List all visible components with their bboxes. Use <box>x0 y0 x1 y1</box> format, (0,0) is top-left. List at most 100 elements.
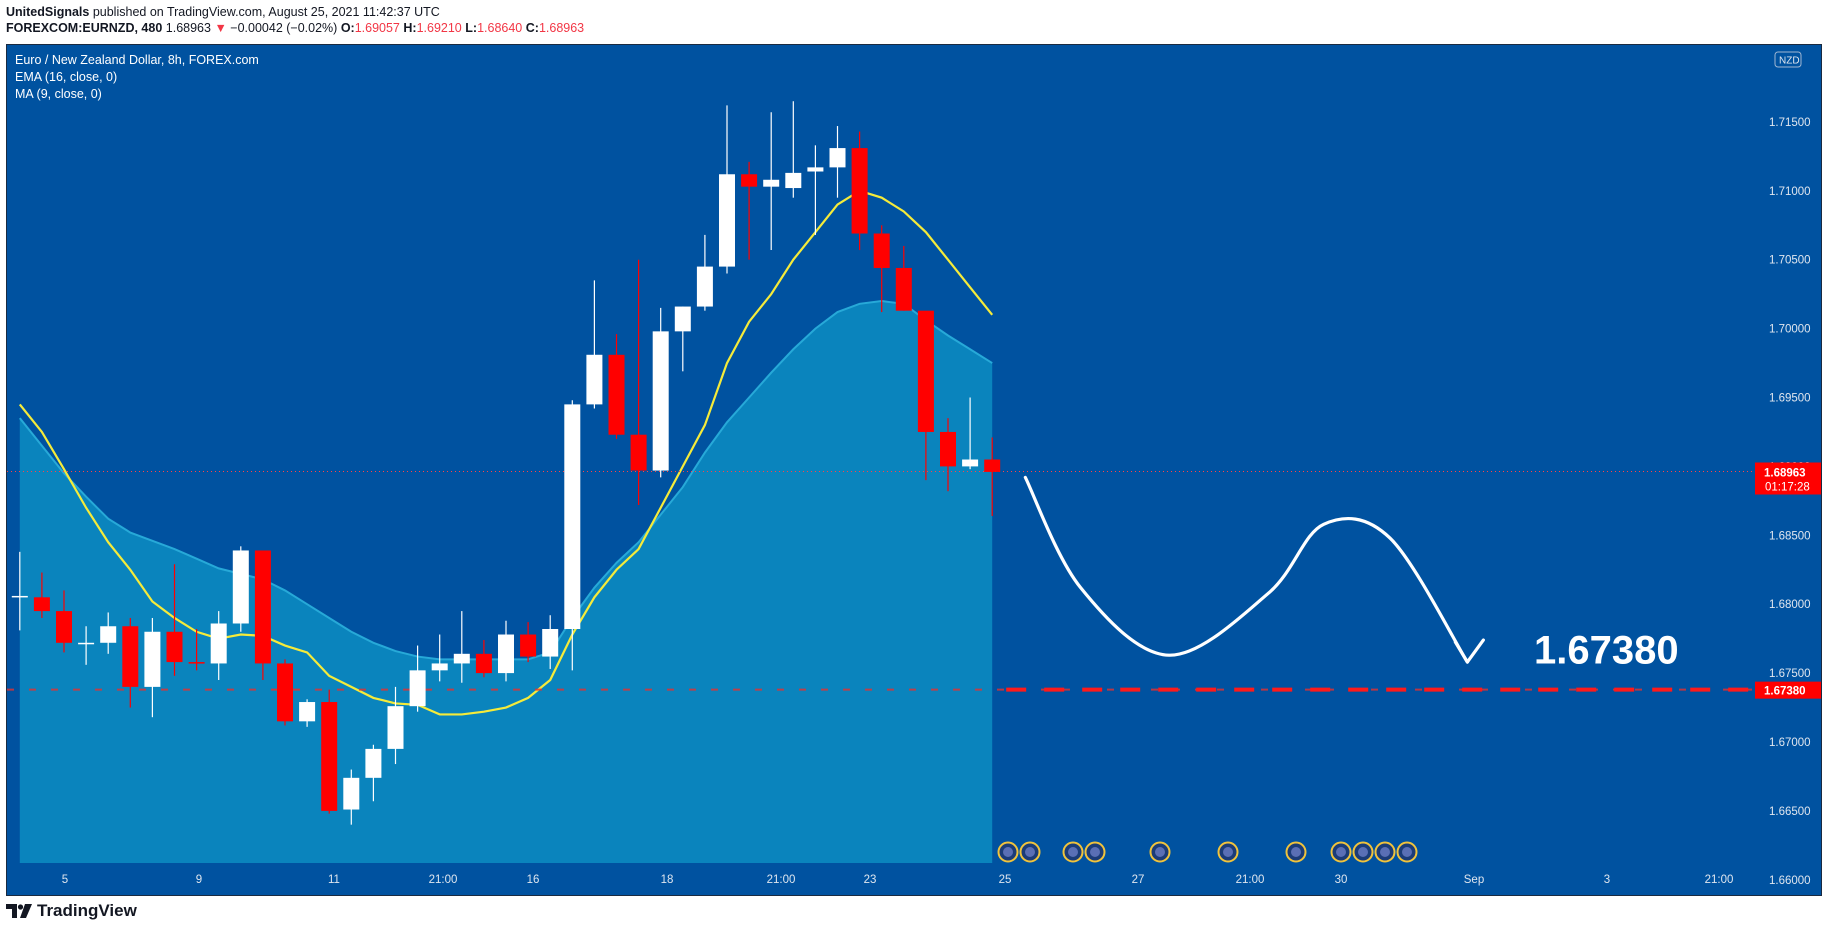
candle-body <box>984 459 1001 472</box>
candle <box>940 418 956 492</box>
candle <box>873 225 890 313</box>
ohlc-bar: FOREXCOM:EURNZD, 480 1.68963 ▼ −0.00042 … <box>6 21 584 35</box>
x-tick-label: 11 <box>328 874 340 886</box>
x-tick-label: Sep <box>1464 874 1484 886</box>
legend-ma[interactable]: MA (9, close, 0) <box>15 87 102 101</box>
last-price: 1.68963 <box>165 21 211 35</box>
event-marker-dot <box>1003 847 1013 857</box>
candle <box>122 617 139 708</box>
x-tick-label: 9 <box>196 874 202 886</box>
event-marker-dot <box>1358 847 1368 857</box>
candle-body <box>785 172 802 189</box>
x-tick-label: 25 <box>999 874 1012 886</box>
candle <box>431 634 448 682</box>
candle-body <box>895 267 912 311</box>
event-marker-icon <box>1217 841 1239 863</box>
target-big-label: 1.67380 <box>1534 629 1679 673</box>
candle-body <box>542 629 559 657</box>
candle-body <box>763 179 780 187</box>
x-tick-label: 3 <box>1604 874 1610 886</box>
candle-body <box>277 663 293 722</box>
chart-frame[interactable]: 1.67380 1.71500 1.71000 1.70500 1.70000 1.695… <box>6 44 1822 896</box>
target-price-value: 1.67380 <box>1764 686 1806 698</box>
candle <box>11 551 28 631</box>
candle <box>851 131 868 251</box>
candle-body <box>232 550 249 624</box>
event-marker-icon <box>1396 841 1418 863</box>
candle <box>321 689 338 814</box>
y-tick-label: 1.71500 <box>1769 117 1811 129</box>
candle-body <box>33 597 50 612</box>
candle <box>166 564 183 676</box>
candle <box>696 234 713 311</box>
current-price-value: 1.68963 <box>1764 467 1806 479</box>
candle <box>741 161 758 260</box>
candle-body <box>586 354 603 405</box>
event-marker-dot <box>1090 847 1100 857</box>
candle-body <box>387 706 404 749</box>
candle <box>365 744 382 802</box>
candle-body <box>807 167 824 172</box>
candle <box>564 400 581 671</box>
candle <box>210 611 227 680</box>
low-value: 1.68640 <box>477 21 523 35</box>
tradingview-brand: TradingView <box>37 901 137 920</box>
y-tick-label: 1.70500 <box>1769 255 1811 267</box>
candle-body <box>674 306 691 332</box>
y-tick-label: 1.69500 <box>1769 393 1811 405</box>
x-tick-label: 21:00 <box>1236 874 1265 886</box>
tradingview-logo[interactable]: TradingView <box>6 901 137 921</box>
candle-body <box>564 404 581 630</box>
high-label: H: <box>403 21 417 35</box>
event-marker-dot <box>1155 847 1165 857</box>
candle <box>785 101 802 198</box>
x-tick-label: 5 <box>62 874 68 886</box>
candle <box>254 550 271 680</box>
event-marker-icon <box>997 841 1019 863</box>
candle-body <box>100 626 117 643</box>
legend-ema[interactable]: EMA (16, close, 0) <box>15 70 118 84</box>
x-tick-label: 23 <box>864 874 877 886</box>
candle-body <box>630 434 647 471</box>
candle <box>453 611 470 683</box>
candle-body <box>254 550 271 664</box>
y-tick-label: 1.68000 <box>1769 599 1811 611</box>
candle <box>387 686 404 765</box>
candle-body <box>188 662 205 664</box>
event-marker-dot <box>1380 847 1390 857</box>
candle-body <box>453 653 470 664</box>
x-tick-label: 18 <box>661 874 674 886</box>
candle-body <box>11 595 28 598</box>
candle <box>144 617 161 718</box>
close-label: C: <box>525 21 539 35</box>
candle-body <box>365 748 382 778</box>
close-value: 1.68963 <box>538 21 585 35</box>
x-tick-label: 21:00 <box>767 874 796 886</box>
candle <box>299 699 316 727</box>
ma-area <box>19 301 993 863</box>
candle <box>100 612 117 654</box>
candle <box>763 112 780 251</box>
open-value: 1.69057 <box>354 21 400 35</box>
candle <box>409 645 426 712</box>
event-marker-icon <box>1084 841 1106 863</box>
candle <box>542 615 559 669</box>
candle-body <box>343 777 360 810</box>
event-marker-icon <box>1062 841 1084 863</box>
price-chart[interactable]: 1.67380 1.71500 1.71000 1.70500 1.70000 1.695… <box>7 45 1821 895</box>
projection-curve <box>1023 475 1469 664</box>
y-tick-label: 1.68500 <box>1769 530 1811 542</box>
event-marker-icon <box>1285 841 1307 863</box>
candle <box>630 259 647 505</box>
author-name[interactable]: UnitedSignals <box>6 5 90 19</box>
ema-line <box>18 189 994 716</box>
y-tick-label: 1.71000 <box>1769 186 1811 198</box>
candle-body <box>78 642 95 645</box>
y-tick-label: 1.66000 <box>1769 875 1811 887</box>
legend-title[interactable]: Euro / New Zealand Dollar, 8h, FOREX.com <box>15 53 259 67</box>
x-tick-label: 21:00 <box>1705 874 1734 886</box>
candle-body <box>210 623 227 664</box>
candle-body <box>431 663 448 671</box>
candle-body <box>652 331 669 471</box>
candle-body <box>475 653 492 674</box>
